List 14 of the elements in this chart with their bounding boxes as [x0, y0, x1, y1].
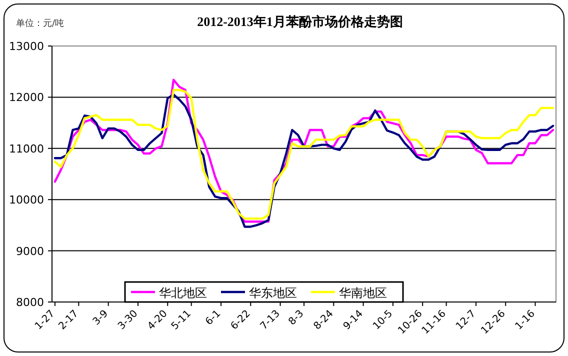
x-tick-label: 8-3	[286, 308, 306, 328]
y-tick-label: 12000	[9, 91, 44, 104]
legend-label: 华东地区	[249, 286, 297, 300]
chart-title: 2012-2013年1月苯酚市场价格走势图	[197, 14, 403, 29]
legend-label: 华北地区	[159, 286, 207, 300]
x-tick-label: 3-9	[91, 308, 110, 328]
legend-label: 华南地区	[339, 286, 387, 300]
y-tick-label: 8000	[16, 296, 44, 309]
text: 单位：元/吨	[16, 18, 64, 29]
y-tick-label: 13000	[9, 40, 44, 53]
y-tick-label: 10000	[9, 194, 44, 207]
y-tick-label: 11000	[9, 142, 44, 156]
y-tick-label: 9000	[16, 244, 44, 258]
x-tick-label: 6-1	[204, 308, 224, 328]
